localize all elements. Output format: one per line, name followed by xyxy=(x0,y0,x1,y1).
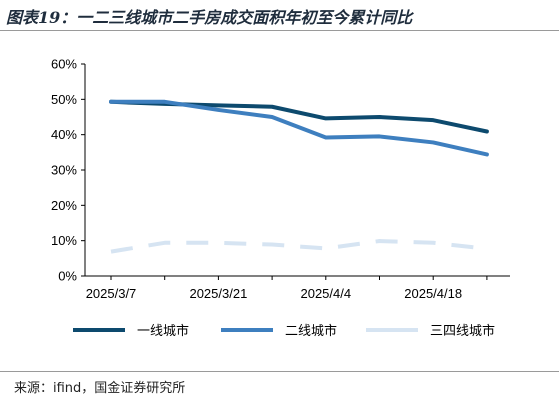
source-note: 来源：ifind，国金证券研究所 xyxy=(14,381,186,396)
chart-axes: 0% 10% 20% 30% 40% 50% 60% 2025/3/7 2025/3/21 202… xyxy=(51,57,510,301)
chart-series xyxy=(109,99,489,254)
y-tick-label: 20% xyxy=(51,198,77,213)
x-tick-label: 2025/4/18 xyxy=(404,286,462,301)
y-tick-label: 60% xyxy=(51,57,77,72)
title-divider xyxy=(0,30,559,31)
x-tick-label: 2025/4/4 xyxy=(300,286,351,301)
legend-label-2: 二线城市 xyxy=(285,323,337,339)
legend-label-1: 一线城市 xyxy=(137,323,189,339)
legend-label-3: 三四线城市 xyxy=(430,323,495,339)
x-tick-label: 2025/3/21 xyxy=(189,286,247,301)
y-tick-label: 0% xyxy=(58,269,77,284)
y-tick-label: 50% xyxy=(51,92,77,107)
chart-legend: 一线城市 二线城市 三四线城市 xyxy=(73,323,495,339)
chart-title: 图表19：一二三线城市二手房成交面积年初至今累计同比 xyxy=(6,8,413,27)
series-line-3 xyxy=(110,239,488,254)
x-tick-label: 2025/3/7 xyxy=(86,286,137,301)
y-tick-label: 10% xyxy=(51,233,77,248)
series-line-2 xyxy=(109,99,489,157)
y-tick-label: 40% xyxy=(51,127,77,142)
footer-divider xyxy=(0,371,559,372)
y-tick-label: 30% xyxy=(51,163,77,178)
